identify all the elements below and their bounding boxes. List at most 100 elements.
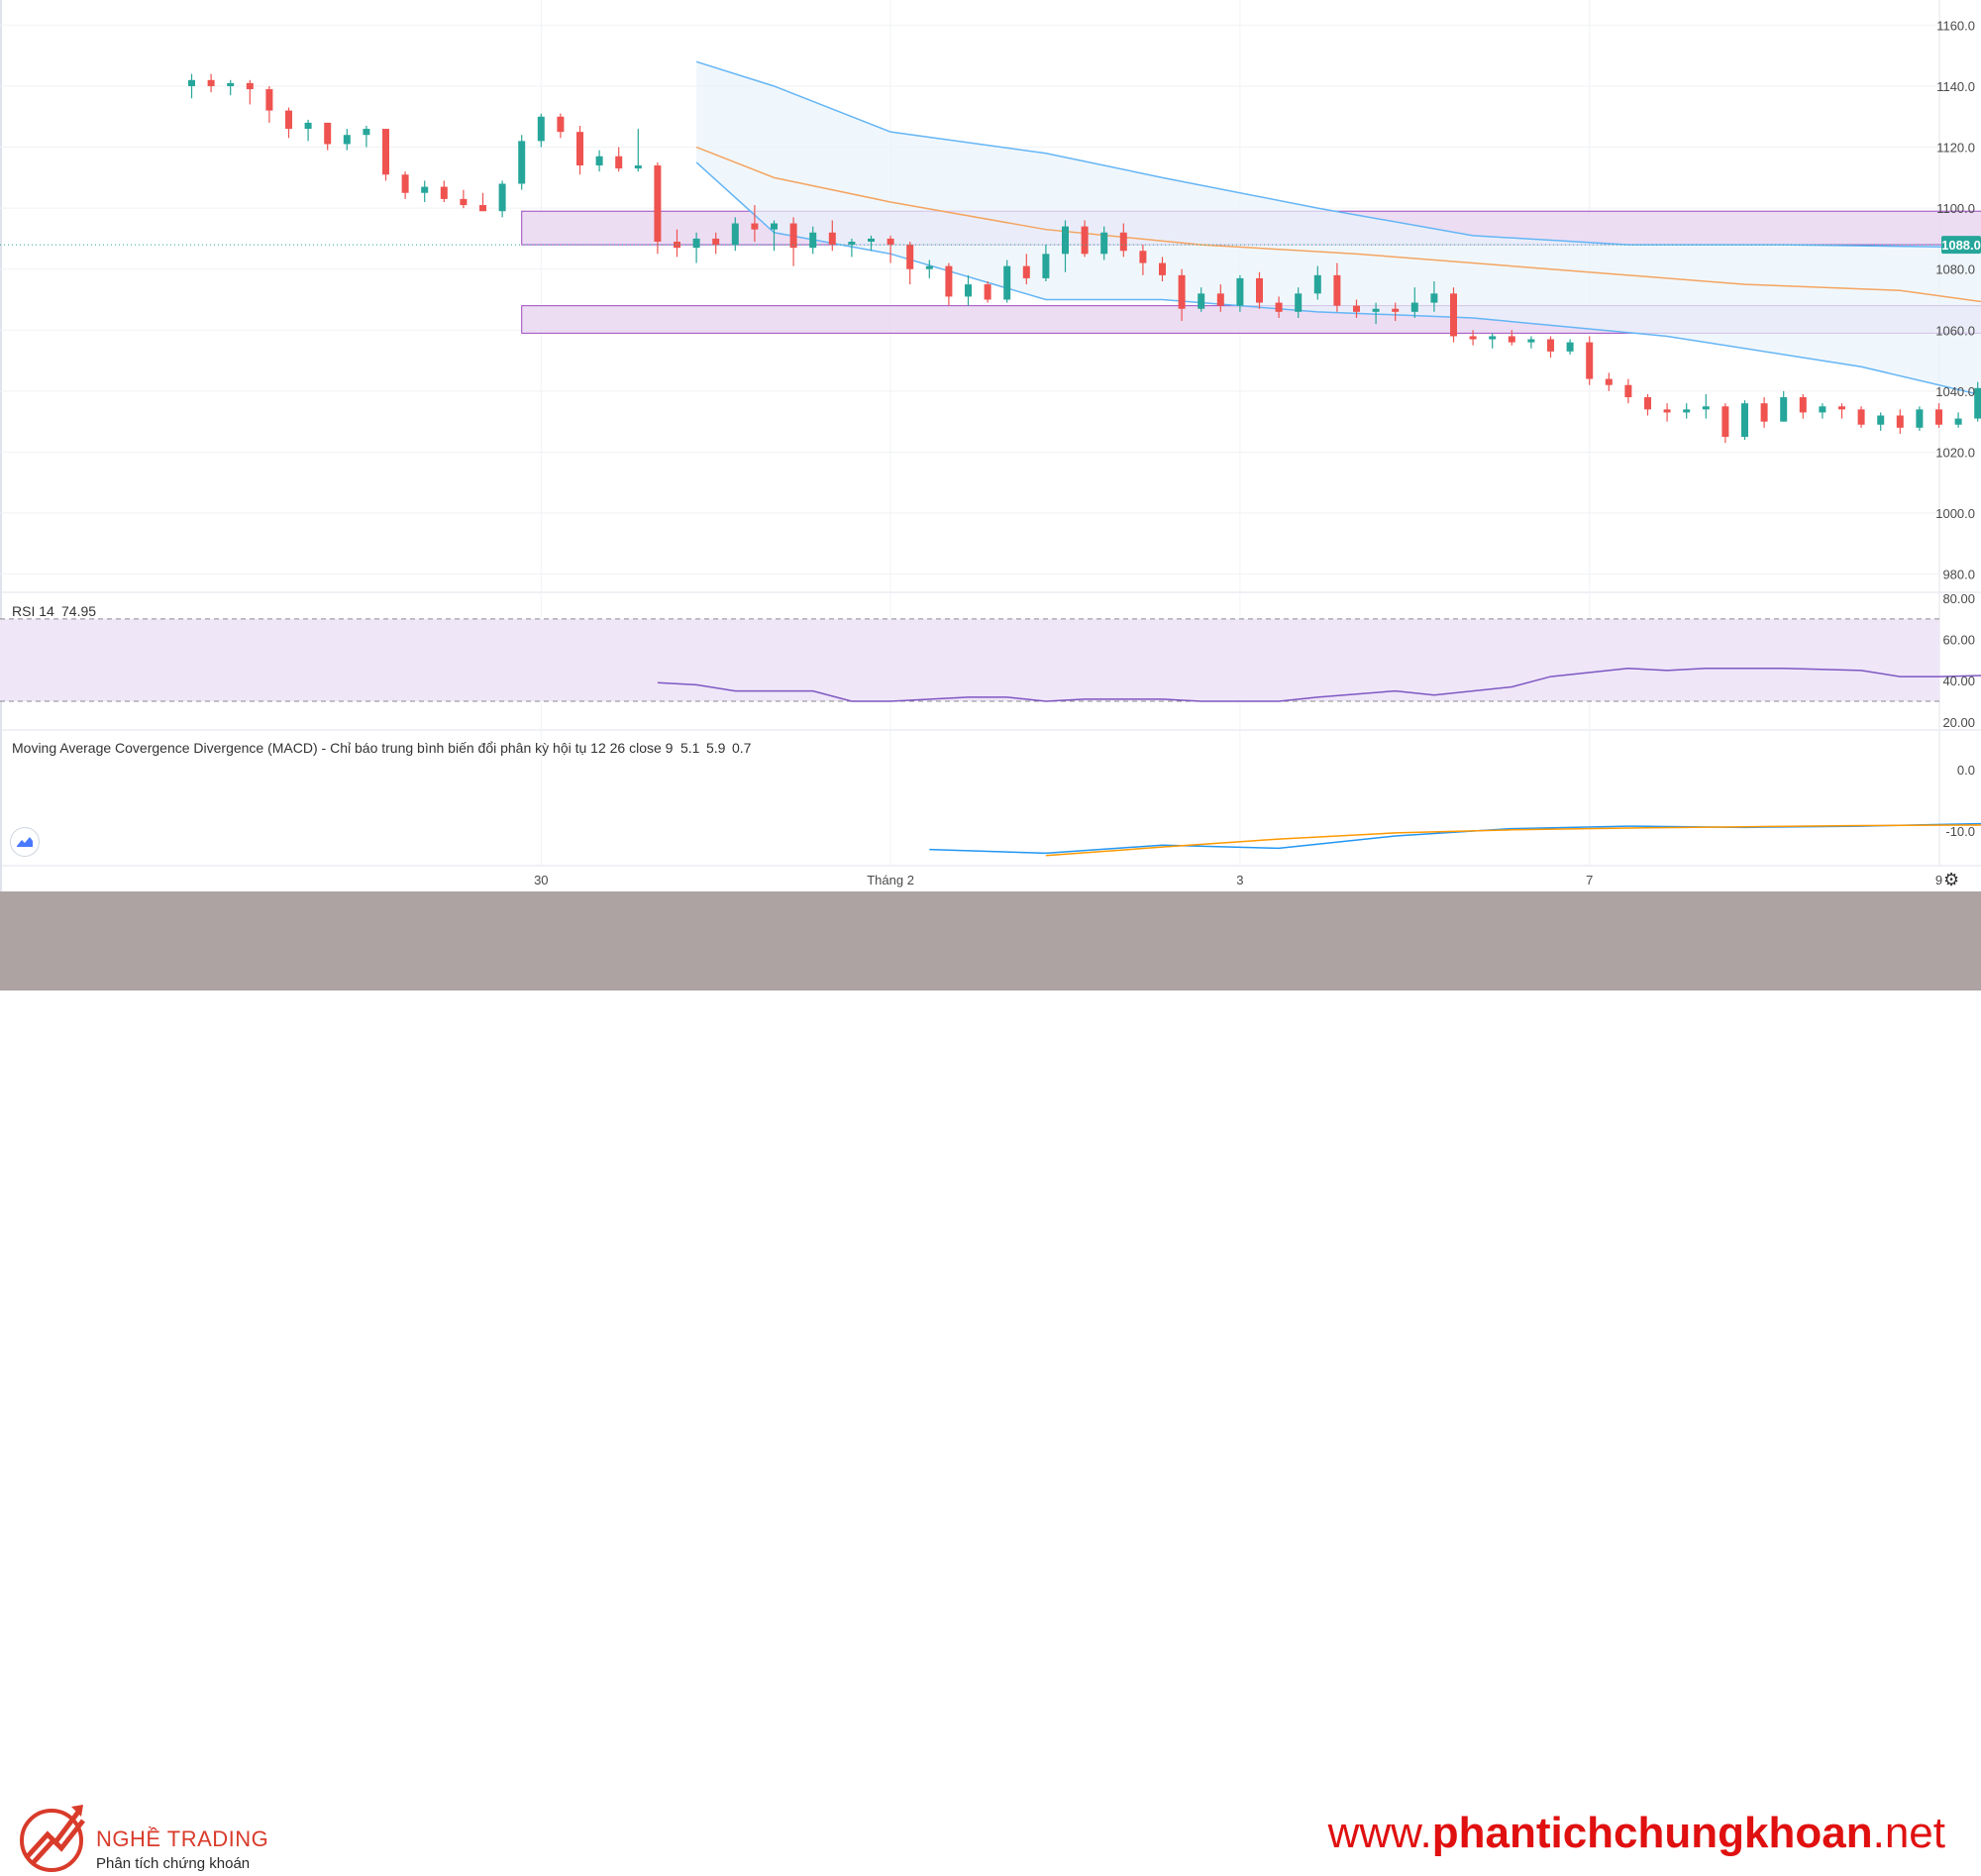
candle-body xyxy=(1780,397,1788,422)
candle-body xyxy=(595,156,603,166)
candle-body xyxy=(848,242,856,246)
candle-body xyxy=(1819,406,1826,413)
price-tick-label: 1020.0 xyxy=(1935,445,1975,460)
macd-title: Moving Average Covergence Divergence (MA… xyxy=(12,740,674,756)
candle-body xyxy=(460,198,468,206)
price-tick-label: 1100.0 xyxy=(1936,201,1975,216)
candle-body xyxy=(1236,277,1244,306)
candle-body xyxy=(1022,265,1030,278)
candle-body xyxy=(615,156,623,169)
candle-body xyxy=(1469,336,1477,340)
rsi-tick-label: 20.00 xyxy=(1942,715,1975,730)
candle-body xyxy=(285,110,292,130)
candle-body xyxy=(1062,226,1069,255)
rsi-value: 74.95 xyxy=(61,603,96,619)
candle-body xyxy=(1916,409,1924,428)
candle-body xyxy=(1566,342,1574,352)
candle-body xyxy=(1081,226,1089,255)
candle-body xyxy=(1508,336,1515,343)
price-tick-label: 1120.0 xyxy=(1936,141,1975,156)
last-price-badge xyxy=(1941,236,1981,255)
candle-body xyxy=(828,232,836,246)
candle-body xyxy=(1547,339,1554,352)
macd-value: 5.1 xyxy=(680,740,700,756)
rsi-name: RSI 14 xyxy=(12,603,54,619)
candle-body xyxy=(1663,409,1671,413)
candle-body xyxy=(265,89,273,111)
macd-line xyxy=(929,822,1981,855)
candle-body xyxy=(712,238,720,246)
candle-body xyxy=(1838,406,1845,410)
candle-body xyxy=(1410,302,1418,312)
candle-body xyxy=(421,186,429,193)
rsi-line xyxy=(657,668,1981,702)
price-tick-label: 1000.0 xyxy=(1935,506,1975,521)
candle-body xyxy=(868,238,875,242)
candle-body xyxy=(1624,384,1632,398)
candle-body xyxy=(692,238,700,249)
brand-name: NGHỀ TRADING xyxy=(96,1826,269,1851)
settings-gear-icon[interactable]: ⚙ xyxy=(1943,870,1960,889)
candle-body xyxy=(498,183,506,212)
date-label: 7 xyxy=(1586,873,1593,887)
rsi-tick-label: 40.00 xyxy=(1942,674,1975,688)
candle-body xyxy=(1489,336,1497,340)
last-price-label: 1088.0 xyxy=(1941,238,1981,253)
candle-body xyxy=(1605,378,1613,385)
date-label: 9 xyxy=(1935,873,1942,887)
candle-body xyxy=(246,82,254,90)
candle-body xyxy=(789,223,797,249)
candle-body xyxy=(654,165,662,242)
candle-body xyxy=(1760,403,1768,422)
candle-body xyxy=(1683,409,1691,413)
candle-body xyxy=(809,232,817,249)
candle-body xyxy=(1392,308,1400,312)
candle-body xyxy=(925,265,933,269)
candle-body xyxy=(324,122,332,145)
candle-body xyxy=(1586,342,1594,379)
candle-body xyxy=(1275,302,1283,312)
nghe-trading-logo-icon xyxy=(20,1805,85,1872)
macd-pane: Moving Average Covergence Divergence (MA… xyxy=(12,740,1981,857)
price-tick-label: 1040.0 xyxy=(1935,384,1975,399)
candle-body xyxy=(1100,232,1108,255)
candle-body xyxy=(518,141,526,184)
candle-body xyxy=(751,223,759,230)
date-label: Tháng 2 xyxy=(867,873,914,887)
candle-body xyxy=(674,242,680,249)
candle-body xyxy=(1119,232,1127,252)
candlesticks xyxy=(188,73,1981,444)
footer-banner: NGHỀ TRADING Phân tích chứng khoán www.p… xyxy=(0,891,1981,1872)
candle-body xyxy=(1857,409,1865,425)
candle-body xyxy=(227,82,235,86)
price-tick-label: 1060.0 xyxy=(1935,323,1975,338)
price-tick-label: 1080.0 xyxy=(1935,262,1975,277)
price-tick-label: 1140.0 xyxy=(1936,79,1975,94)
website-url[interactable]: www.phantichchungkhoan.net xyxy=(1328,1809,1945,1858)
candle-body xyxy=(1974,387,1981,419)
candle-body xyxy=(1333,274,1341,306)
candle-body xyxy=(906,245,914,269)
candle-body xyxy=(537,116,545,142)
candle-body xyxy=(1935,409,1942,425)
candle-body xyxy=(1353,305,1360,312)
candle-body xyxy=(188,79,195,86)
candle-body xyxy=(1216,293,1224,306)
tradingview-logo-icon[interactable] xyxy=(10,827,40,857)
candle-body xyxy=(634,165,642,169)
rsi-pane: RSI 14 74.95 xyxy=(0,603,1981,702)
price-tick-label: 1160.0 xyxy=(1936,18,1975,33)
candle-body xyxy=(1159,262,1166,275)
candle-body xyxy=(304,122,312,130)
bollinger-bands xyxy=(695,60,1981,396)
price-overlay: 1088.0 xyxy=(0,236,1981,255)
candle-body xyxy=(1313,274,1321,294)
site-prefix: www. xyxy=(1327,1809,1432,1857)
trading-chart[interactable]: 1088.0 RSI 14 74.95 Moving Average Coverg… xyxy=(0,0,1981,891)
candle-body xyxy=(1256,277,1263,303)
candle-body xyxy=(1644,397,1651,410)
candle-body xyxy=(1295,293,1303,312)
candle-body xyxy=(1430,293,1438,303)
candle-body xyxy=(1741,403,1748,438)
candle-body xyxy=(343,135,351,145)
